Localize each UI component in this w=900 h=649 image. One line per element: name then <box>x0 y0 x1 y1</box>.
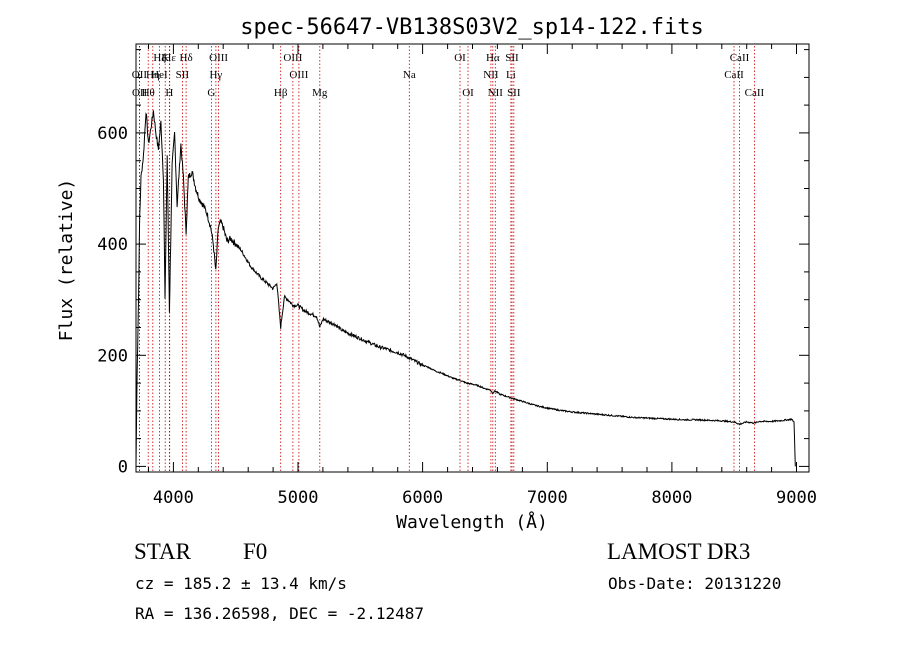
spectral-line-label: Hθ <box>142 87 155 99</box>
spectral-line-label: OI <box>462 87 474 99</box>
x-tick-label: 7000 <box>527 488 568 508</box>
spectral-line-label: H <box>165 87 173 99</box>
y-tick-label: 200 <box>97 346 128 366</box>
x-tick-label: 6000 <box>402 488 443 508</box>
survey-name: LAMOST DR3 <box>607 539 751 564</box>
spectral-line-label: OI <box>454 52 466 64</box>
x-tick-label: 5000 <box>278 488 319 508</box>
spectral-line-label: SII <box>176 69 190 81</box>
spectrum-line <box>135 110 796 467</box>
spectral-line-label: SII <box>507 87 521 99</box>
spectral-line-label: CaII <box>724 69 744 81</box>
spectral-line-label: Hα <box>486 52 500 64</box>
object-class: STAR <box>134 539 191 564</box>
spectral-line-label: Li <box>506 69 516 81</box>
spectral-line-markers <box>138 46 755 472</box>
spectral-line-label: CaII <box>730 52 750 64</box>
y-tick-label: 0 <box>118 457 128 477</box>
spectral-line-label: OIII <box>289 69 308 81</box>
spectral-line-label: OIII <box>283 52 302 64</box>
y-axis: 0 200 400 600 <box>97 49 809 477</box>
y-tick-label: 600 <box>97 124 128 144</box>
x-tick-label: 8000 <box>651 488 692 508</box>
chart-title: spec-56647-VB138S03V2_sp14-122.fits <box>240 15 704 40</box>
spectral-line-label: Hγ <box>209 69 222 81</box>
coordinates-text: RA = 136.26598, DEC = -2.12487 <box>135 604 424 623</box>
y-tick-label: 400 <box>97 235 128 255</box>
x-tick-label: 4000 <box>153 488 194 508</box>
x-axis: 4000 5000 6000 7000 8000 9000 <box>148 44 817 508</box>
spectral-line-label: CaII <box>745 87 765 99</box>
spectral-line-label: G <box>207 87 215 99</box>
spectral-line-label: HeI <box>151 69 168 81</box>
spectral-line-label: Hδ <box>180 52 193 64</box>
object-subclass: F0 <box>243 539 268 564</box>
spectral-line-label: Hζ <box>153 52 166 64</box>
plot-frame <box>135 43 810 473</box>
x-axis-label: Wavelength (Å) <box>396 511 548 533</box>
obs-date-text: Obs-Date: 20131220 <box>608 574 782 593</box>
spectral-line-label: NII <box>488 87 504 99</box>
spectral-line-label: Hε <box>163 52 176 64</box>
spectral-line-label: NII <box>483 69 499 81</box>
spectral-line-label: OIII <box>209 52 228 64</box>
spectral-line-label: Na <box>403 69 416 81</box>
x-tick-label: 9000 <box>776 488 817 508</box>
spectral-line-label: SII <box>505 52 519 64</box>
redshift-text: cz = 185.2 ± 13.4 km/s <box>135 574 347 593</box>
y-axis-label: Flux (relative) <box>56 179 77 342</box>
spectral-line-label: K <box>161 52 169 64</box>
spectral-line-label: Hβ <box>274 87 288 99</box>
spectral-line-label: Hη <box>146 69 160 81</box>
spectral-line-label: Mg <box>312 87 328 99</box>
